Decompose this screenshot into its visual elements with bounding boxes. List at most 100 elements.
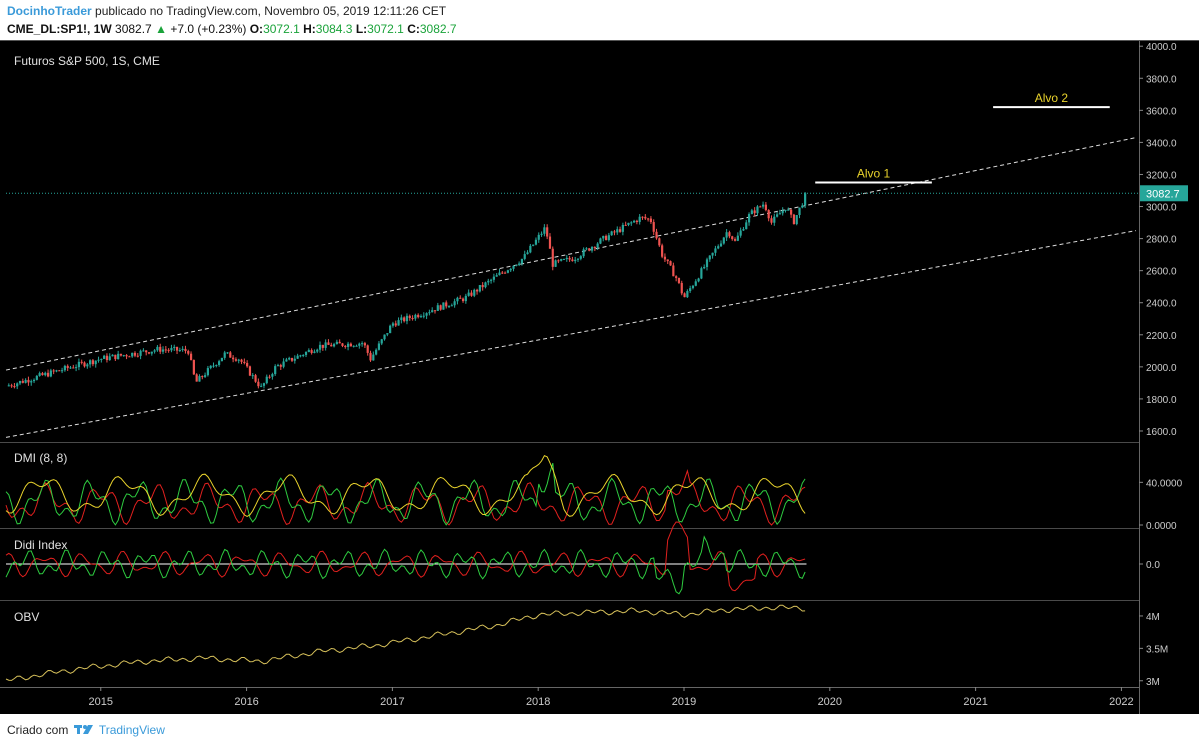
candle-body[interactable] — [551, 248, 554, 267]
candle-body[interactable] — [436, 305, 439, 311]
candle-body[interactable] — [632, 220, 636, 223]
candle-body[interactable] — [546, 227, 549, 237]
candle-body[interactable] — [72, 367, 75, 369]
didi-red-line[interactable] — [5, 521, 806, 592]
candle-body[interactable] — [602, 235, 605, 239]
candle-body[interactable] — [400, 317, 403, 321]
candle-body[interactable] — [627, 222, 630, 225]
candle-body[interactable] — [246, 363, 249, 367]
candle-body[interactable] — [372, 354, 375, 361]
candle-body[interactable] — [736, 235, 739, 241]
candle-body[interactable] — [212, 365, 215, 367]
candle-body[interactable] — [203, 375, 207, 377]
candle-body[interactable] — [745, 222, 748, 230]
candle-body[interactable] — [778, 213, 781, 215]
candle-body[interactable] — [790, 209, 793, 215]
candle-body[interactable] — [672, 265, 675, 277]
candle-body[interactable] — [260, 385, 263, 387]
candle-body[interactable] — [377, 343, 381, 350]
adx-line[interactable] — [5, 455, 806, 517]
candle-body[interactable] — [338, 341, 341, 344]
candle-body[interactable] — [680, 282, 683, 294]
candle-body[interactable] — [725, 232, 728, 238]
candle-body[interactable] — [324, 342, 327, 348]
candle-body[interactable] — [548, 236, 552, 249]
candle-body[interactable] — [355, 345, 358, 347]
candle-body[interactable] — [332, 344, 336, 347]
candle-body[interactable] — [540, 233, 543, 235]
candle-body[interactable] — [77, 361, 81, 368]
candle-body[interactable] — [518, 263, 521, 265]
candle-body[interactable] — [509, 268, 512, 271]
candle-body[interactable] — [512, 265, 515, 269]
candle-body[interactable] — [523, 254, 526, 259]
candle-body[interactable] — [63, 365, 66, 371]
candle-body[interactable] — [798, 207, 801, 216]
candle-body[interactable] — [582, 249, 585, 257]
candle-body[interactable] — [498, 272, 501, 276]
candle-body[interactable] — [801, 205, 804, 208]
candle-body[interactable] — [128, 356, 131, 358]
candle-body[interactable] — [403, 317, 406, 322]
candle-body[interactable] — [136, 355, 139, 357]
candle-body[interactable] — [669, 261, 672, 266]
candle-body[interactable] — [369, 352, 372, 361]
candle-body[interactable] — [352, 345, 355, 347]
candle-body[interactable] — [560, 259, 563, 261]
candle-body[interactable] — [419, 316, 423, 318]
candle-body[interactable] — [164, 349, 167, 351]
candle-body[interactable] — [428, 312, 431, 314]
candle-body[interactable] — [318, 344, 322, 350]
candle-body[interactable] — [647, 218, 650, 220]
candle-body[interactable] — [330, 344, 333, 347]
candle-body[interactable] — [459, 297, 462, 299]
candle-body[interactable] — [747, 214, 751, 223]
candle-body[interactable] — [708, 255, 711, 260]
candle-body[interactable] — [411, 318, 414, 320]
candle-body[interactable] — [652, 222, 655, 232]
candle-body[interactable] — [304, 351, 308, 355]
candle-body[interactable] — [487, 280, 490, 283]
candle-body[interactable] — [344, 345, 347, 347]
candle-body[interactable] — [714, 248, 717, 253]
candle-body[interactable] — [675, 276, 678, 278]
candle-body[interactable] — [526, 252, 529, 255]
candle-body[interactable] — [375, 349, 378, 355]
candle-body[interactable] — [38, 373, 41, 376]
candle-body[interactable] — [711, 252, 714, 256]
candle-body[interactable] — [557, 260, 560, 262]
candle-body[interactable] — [223, 352, 226, 358]
candle-body[interactable] — [697, 278, 700, 282]
candle-body[interactable] — [274, 366, 277, 375]
candle-body[interactable] — [677, 277, 681, 283]
candle-body[interactable] — [271, 374, 274, 377]
candle-body[interactable] — [97, 359, 100, 361]
candle-body[interactable] — [739, 230, 742, 236]
candle-body[interactable] — [565, 257, 568, 260]
candle-body[interactable] — [585, 248, 588, 250]
didi-green-line[interactable] — [5, 535, 806, 595]
candle-body[interactable] — [341, 343, 344, 346]
candle-body[interactable] — [590, 247, 594, 251]
candle-body[interactable] — [775, 214, 779, 217]
candle-body[interactable] — [232, 357, 235, 360]
candle-body[interactable] — [189, 353, 193, 361]
candle-body[interactable] — [638, 216, 641, 222]
candle-body[interactable] — [285, 359, 288, 362]
candle-body[interactable] — [198, 376, 201, 382]
candle-body[interactable] — [380, 339, 383, 344]
candle-body[interactable] — [644, 216, 647, 219]
candle-body[interactable] — [554, 260, 557, 267]
candle-body[interactable] — [32, 379, 36, 382]
candle-body[interactable] — [683, 293, 686, 298]
candle-body[interactable] — [161, 349, 165, 352]
candle-body[interactable] — [630, 222, 633, 224]
candle-body[interactable] — [21, 380, 24, 383]
candle-body[interactable] — [69, 367, 72, 369]
obv-pane[interactable]: OBV — [5, 604, 806, 681]
candle-body[interactable] — [391, 323, 395, 326]
candle-body[interactable] — [105, 355, 109, 361]
candle-body[interactable] — [655, 231, 658, 239]
candle-body[interactable] — [574, 259, 577, 262]
candle-body[interactable] — [237, 359, 240, 361]
